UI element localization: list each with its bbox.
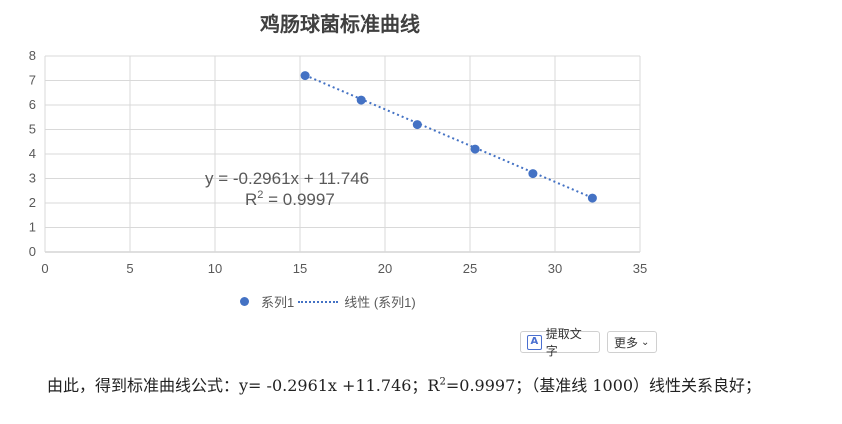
trend-r2-prefix: R [245, 190, 257, 209]
extract-text-label: 提取文字 [545, 327, 582, 358]
trend-r2: R2 = 0.9997 [245, 189, 335, 209]
x-tick-label: 15 [293, 261, 307, 276]
trendline-path [304, 74, 593, 199]
conclusion-text-a: 由此，得到标准曲线公式：y= -0.2961x +11.746；R [47, 376, 440, 395]
y-tick-label: 4 [29, 146, 36, 161]
y-tick-label: 8 [29, 48, 36, 63]
y-tick-label: 6 [29, 97, 36, 112]
legend-marker-series1 [240, 297, 249, 306]
trend-r2-value: = 0.9997 [263, 190, 334, 209]
conclusion-text: 由此，得到标准曲线公式：y= -0.2961x +11.746；R2=0.999… [47, 372, 761, 396]
chart-title: 鸡肠球菌标准曲线 [260, 12, 420, 36]
data-point [300, 71, 310, 81]
data-point [356, 95, 366, 105]
y-tick-label: 0 [29, 244, 36, 259]
conclusion-text-b: =0.9997；（基准线 1000）线性关系良好； [445, 376, 762, 395]
x-tick-label: 35 [633, 261, 647, 276]
legend-marker-trendline [298, 300, 339, 303]
x-tick-label: 5 [126, 261, 133, 276]
y-tick-label: 2 [29, 195, 36, 210]
data-point [528, 169, 538, 179]
trend-equation: y = -0.2961x + 11.746 [205, 169, 369, 188]
grid-lines [44, 55, 641, 253]
conclusion-sup: 2 [439, 376, 446, 388]
legend-label-series1: 系列1 [261, 295, 295, 310]
legend-label-trendline: 线性 (系列1) [344, 295, 416, 310]
data-point [470, 144, 480, 154]
chevron-down-icon: ⌄ [641, 336, 650, 348]
extract-text-button[interactable]: A 提取文字 [520, 327, 600, 358]
y-tick-label: 5 [29, 122, 36, 137]
data-point [412, 120, 422, 130]
y-tick-label: 1 [29, 220, 36, 235]
text-extract-icon: A [527, 334, 542, 350]
trend-r2-sup: 2 [257, 189, 263, 201]
trendline [304, 74, 593, 199]
y-tick-label: 3 [29, 171, 36, 186]
x-tick-label: 0 [41, 261, 48, 276]
x-tick-label: 30 [548, 261, 562, 276]
more-button[interactable]: 更多 ⌄ [607, 331, 657, 353]
x-tick-label: 10 [208, 261, 222, 276]
x-tick-label: 20 [378, 261, 392, 276]
data-point [587, 193, 597, 203]
axis-labels: 0 1 2 3 4 5 6 7 8 0 5 10 15 20 25 30 35 [29, 48, 647, 276]
more-label: 更多 [614, 335, 639, 350]
y-tick-label: 7 [29, 73, 36, 88]
x-tick-label: 25 [463, 261, 477, 276]
data-points [300, 71, 597, 203]
chart-legend: 系列1 线性 (系列1) [240, 292, 416, 311]
